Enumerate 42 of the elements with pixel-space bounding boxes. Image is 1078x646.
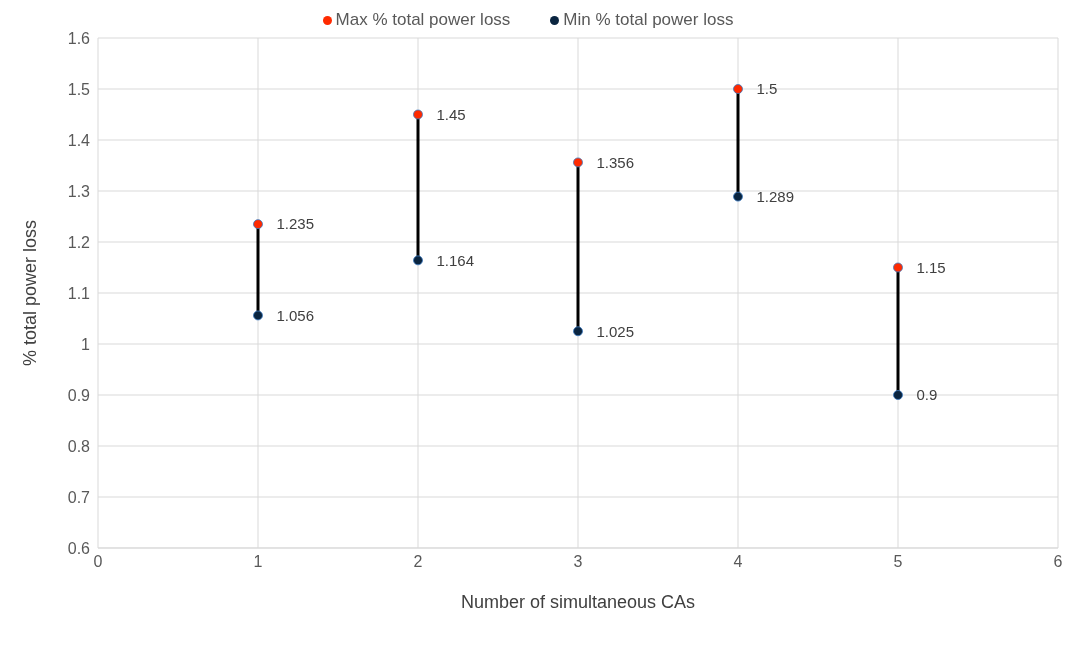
y-tick-label: 1.2 [67,233,91,251]
data-label: 1.235 [276,215,315,233]
y-tick-label: 1.6 [67,29,91,47]
y-tick-label: 0.9 [67,386,91,404]
data-label: 1.5 [756,80,778,98]
point [733,84,743,94]
legend-label: Max % total power loss [335,10,511,29]
y-tick-label: 1.5 [67,80,91,98]
point [893,390,903,400]
y-tick-label: 0.7 [67,488,91,506]
data-label: 1.289 [756,187,795,205]
point [733,191,743,202]
y-tick-label: 0.8 [67,437,91,455]
y-tick-label: 1 [81,335,91,353]
point [573,326,583,337]
point [253,310,263,321]
x-tick-label: 5 [893,553,903,571]
legend-label: Min % total power loss [563,10,734,29]
x-tick-label: 2 [413,553,423,571]
x-tick-label: 0 [93,553,103,571]
x-tick-label: 6 [1053,553,1063,571]
y-tick-label: 1.1 [67,284,91,302]
point [413,109,423,120]
y-tick-label: 1.4 [67,131,91,149]
data-label: 0.9 [916,386,938,404]
data-label: 1.056 [276,306,315,324]
x-tick-label: 1 [253,553,263,571]
x-tick-label: 3 [573,553,583,571]
y-axis-title: % total power loss [20,219,41,367]
point [893,262,903,273]
point [573,157,583,168]
data-label: 1.025 [596,322,635,340]
point [253,219,263,230]
x-tick-label: 4 [733,553,743,571]
x-axis-title: Number of simultaneous CAs [460,592,696,612]
data-label: 1.164 [436,251,475,269]
y-tick-label: 0.6 [67,539,91,557]
data-label: 1.356 [596,153,635,171]
y-tick-label: 1.3 [67,182,91,200]
data-label: 1.15 [916,258,946,276]
point [413,255,423,266]
data-label: 1.45 [436,105,466,123]
